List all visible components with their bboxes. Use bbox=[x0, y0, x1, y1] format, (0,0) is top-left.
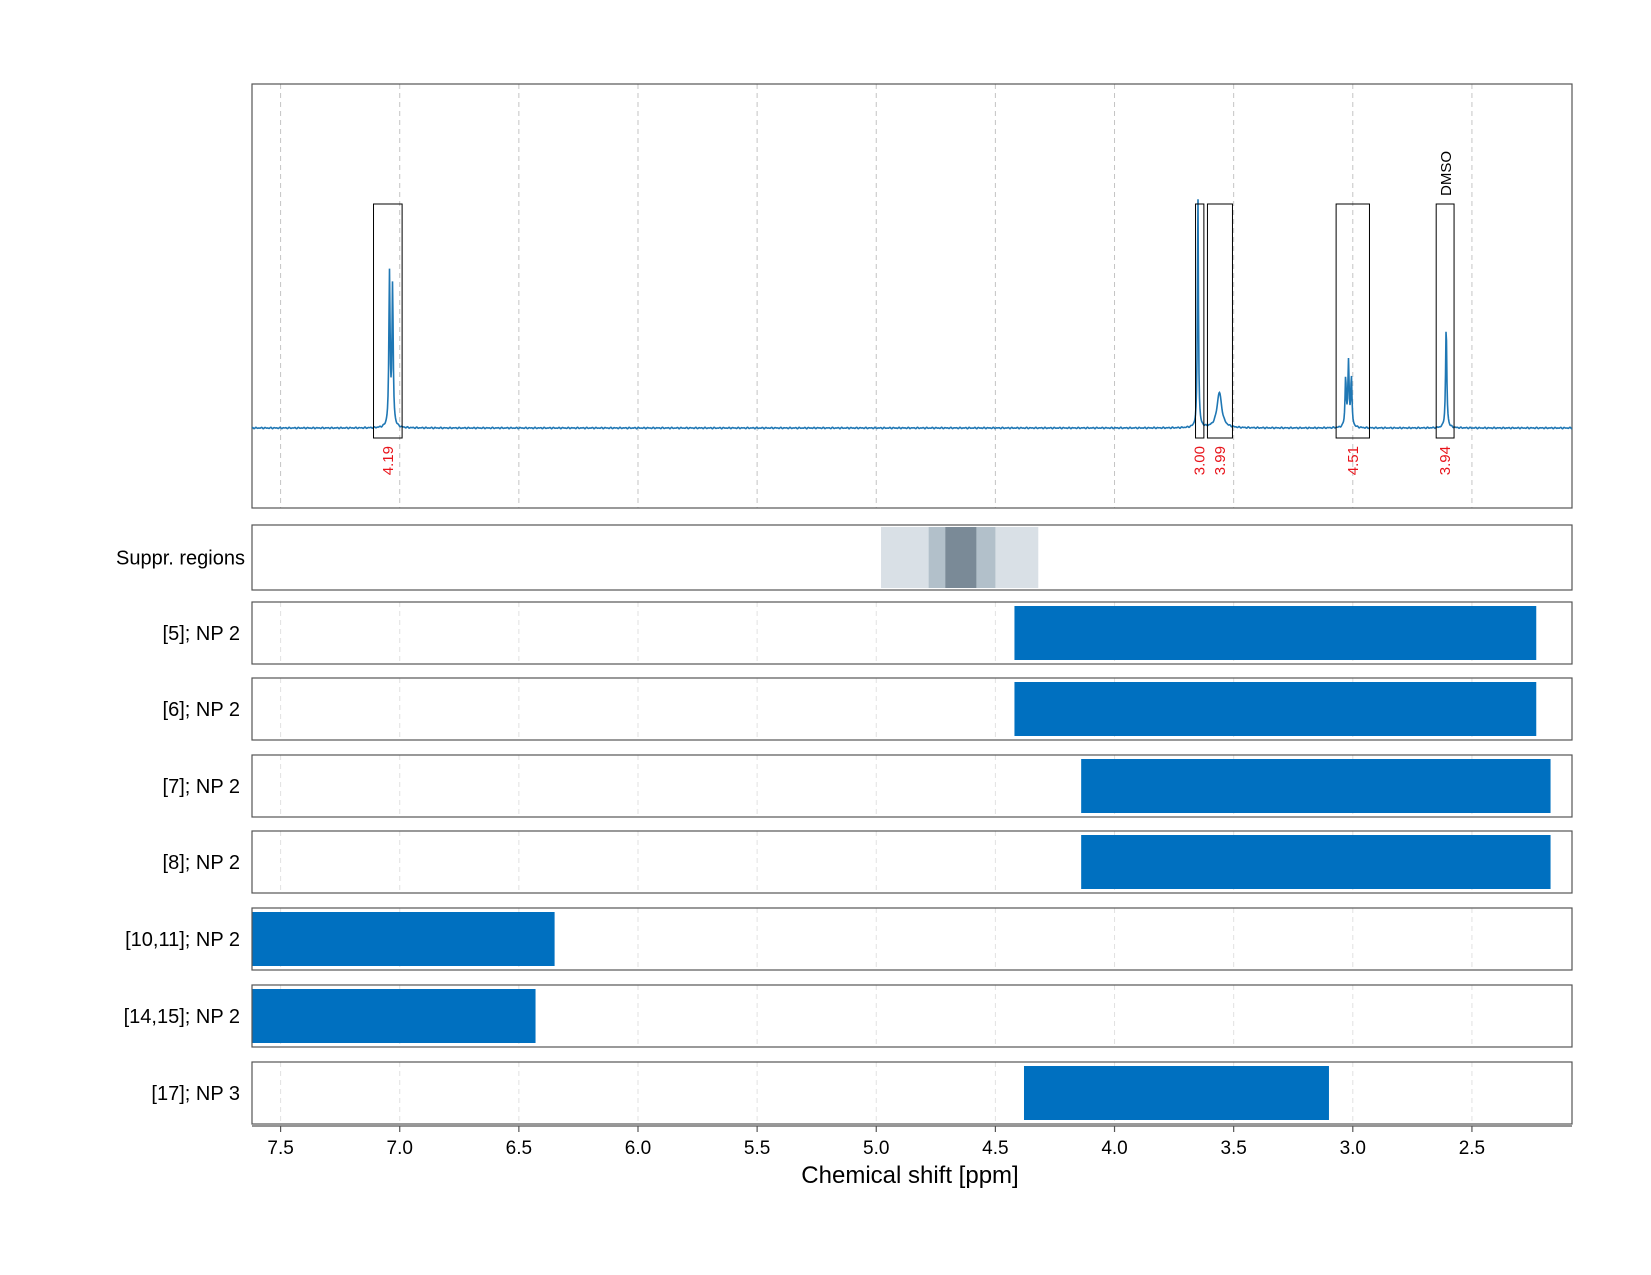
x-tick-label: 4.0 bbox=[1101, 1138, 1127, 1159]
region-row-label: [10,11]; NP 2 bbox=[125, 929, 240, 951]
region-row-label: [8]; NP 2 bbox=[163, 852, 240, 874]
x-axis: 7.5 7.0 6.5 6.0 5.5 5.0 4.5 4.0 3.5 3.0 2.5 bbox=[252, 1125, 1572, 1159]
region-bar bbox=[1081, 835, 1551, 889]
region-bar bbox=[252, 912, 555, 966]
region-bar bbox=[1014, 682, 1537, 736]
peak-annotation-label: DMSO bbox=[1438, 151, 1455, 196]
x-tick-label: 6.5 bbox=[506, 1138, 532, 1159]
integral-value-label: 3.00 bbox=[1192, 446, 1209, 475]
x-tick-label: 5.5 bbox=[744, 1138, 770, 1159]
suppression-row-label: Suppr. regions bbox=[116, 548, 245, 570]
suppression-band bbox=[945, 527, 977, 588]
region-panel-frame bbox=[251, 1061, 1573, 1125]
region-bar bbox=[1081, 759, 1551, 813]
region-panel-frame bbox=[251, 984, 1573, 1048]
integration-region-box bbox=[1195, 203, 1205, 439]
integration-region-box bbox=[373, 203, 403, 439]
x-tick-label: 7.5 bbox=[267, 1138, 293, 1159]
region-row-label: [6]; NP 2 bbox=[163, 699, 240, 721]
suppression-frame bbox=[251, 524, 1573, 591]
region-panel-frame bbox=[251, 754, 1573, 818]
spectrum-trace bbox=[251, 199, 1573, 430]
x-tick-label: 3.0 bbox=[1340, 1138, 1366, 1159]
region-bar-panels: [5]; NP 2 [6]; NP 2 [7]; NP 2 [8]; NP 2 [10,… bbox=[124, 601, 1573, 1125]
region-panel-frame bbox=[251, 601, 1573, 665]
integration-region-box bbox=[1335, 203, 1370, 439]
integral-value-label: 3.99 bbox=[1212, 446, 1229, 475]
spectrum-frame bbox=[251, 83, 1573, 509]
x-tick-label: 3.5 bbox=[1220, 1138, 1246, 1159]
region-panel-frame bbox=[251, 677, 1573, 741]
x-tick-label: 5.0 bbox=[863, 1138, 889, 1159]
region-panel-frame bbox=[251, 907, 1573, 971]
integration-region-box bbox=[1435, 203, 1455, 439]
x-tick-label: 6.0 bbox=[625, 1138, 651, 1159]
region-bar bbox=[252, 989, 536, 1043]
region-bar bbox=[1014, 606, 1537, 660]
region-row-label: [7]; NP 2 bbox=[163, 776, 240, 798]
integral-value-label: 4.51 bbox=[1345, 446, 1362, 475]
grid-layer bbox=[280, 84, 1473, 508]
integral-value-label: 3.94 bbox=[1437, 446, 1454, 475]
x-tick-label: 7.0 bbox=[387, 1138, 413, 1159]
x-tick-label: 4.5 bbox=[982, 1138, 1008, 1159]
region-row-label: [14,15]; NP 2 bbox=[124, 1006, 240, 1028]
region-bar bbox=[1023, 1066, 1329, 1120]
integration-region-box bbox=[1206, 203, 1233, 439]
x-tick-label: 2.5 bbox=[1459, 1138, 1485, 1159]
spectrum-panel: 4.19 3.00 3.99 4.51 3.94 DMSO bbox=[251, 83, 1573, 509]
x-axis-label: Chemical shift [ppm] bbox=[801, 1162, 1018, 1189]
suppression-panel: Suppr. regions bbox=[116, 524, 1573, 591]
region-row-label: [17]; NP 3 bbox=[151, 1083, 240, 1105]
region-row-label: [5]; NP 2 bbox=[163, 623, 240, 645]
integral-value-label: 4.19 bbox=[380, 446, 397, 475]
region-panel-frame bbox=[251, 830, 1573, 894]
